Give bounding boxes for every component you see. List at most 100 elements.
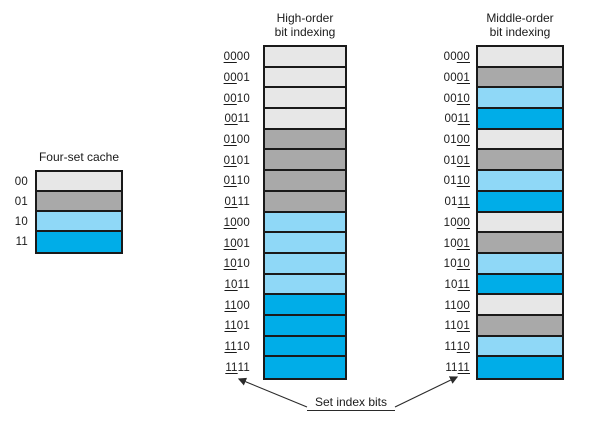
four-set-cache-box xyxy=(35,170,123,254)
address-bits-label: 11 00 xyxy=(444,299,470,312)
address-bits-label: 01 11 xyxy=(224,196,250,209)
middle-order-title: Middle-order bit indexing xyxy=(474,11,566,39)
address-bits-label: 00 10 xyxy=(223,92,250,105)
cache-line-cell xyxy=(478,109,562,130)
address-bits-label: 00 10 xyxy=(443,92,470,105)
set-index-bits-underlined: 10 xyxy=(223,237,237,250)
address-bits-label: 00 11 xyxy=(224,113,250,126)
cache-line-cell xyxy=(265,295,345,316)
address-bits-label: 00 01 xyxy=(443,72,470,85)
set-index-bits-underlined: 01 xyxy=(456,320,470,333)
cache-line-cell xyxy=(265,171,345,192)
address-bits-label: 00 00 xyxy=(443,51,470,64)
cache-line-cell xyxy=(265,336,345,358)
address-bits-label: 11 10 xyxy=(224,340,250,353)
cache-line-cell xyxy=(265,357,345,378)
cache-line-cell xyxy=(478,274,562,296)
cache-line-cell xyxy=(37,212,121,232)
set-index-bits-underlined: 00 xyxy=(224,113,238,126)
cache-line-cell xyxy=(478,150,562,172)
set-index-bits-underlined: 00 xyxy=(456,134,470,147)
address-bits-label: 11 11 xyxy=(225,361,250,374)
address-bits-label: 11 01 xyxy=(444,320,470,333)
set-index-bits-underlined: 01 xyxy=(223,134,237,147)
set-index-bits-underlined: 10 xyxy=(456,340,470,353)
cache-line-cell xyxy=(478,88,562,110)
address-bits-label: 10 xyxy=(14,216,28,228)
set-index-bits-underlined: 00 xyxy=(223,92,237,105)
set-index-bits-underlined: 01 xyxy=(456,72,470,85)
four-set-cache-title: Four-set cache xyxy=(38,150,120,164)
address-bits-label: 11 11 xyxy=(445,361,470,374)
high-order-labels: 00 00 00 01 00 10 00 11 01 00 01 01 01 10 01 11 10 00 10 01… xyxy=(206,47,250,378)
address-bits-label: 11 10 xyxy=(444,340,470,353)
set-index-bits-underlined: 10 xyxy=(223,258,237,271)
address-bits-label: 10 00 xyxy=(443,216,470,229)
set-index-bits-underlined: 11 xyxy=(457,278,470,291)
address-bits-label: 00 00 xyxy=(223,51,250,64)
high-order-title: High-order bit indexing xyxy=(261,11,349,39)
address-bits-label: 10 01 xyxy=(223,237,250,250)
cache-line-cell xyxy=(478,171,562,192)
address-bits-label: 01 11 xyxy=(444,196,470,209)
set-index-bits-label: Set index bits xyxy=(307,395,395,411)
cache-line-cell xyxy=(265,109,345,130)
cache-line-cell xyxy=(478,315,562,337)
cache-line-cell xyxy=(478,67,562,89)
address-bits-label: 01 01 xyxy=(443,154,470,167)
cache-line-cell xyxy=(265,274,345,296)
address-bits-label: 01 xyxy=(14,196,28,208)
address-bits-label: 00 xyxy=(14,176,28,188)
set-index-bits-underlined: 10 xyxy=(223,216,237,229)
middle-order-box xyxy=(476,45,564,380)
address-bits-label: 10 11 xyxy=(224,278,250,291)
set-index-bits-underlined: 00 xyxy=(456,299,470,312)
set-index-bits-underlined: 01 xyxy=(223,175,237,188)
address-bits-label: 10 01 xyxy=(443,237,470,250)
cache-line-cell xyxy=(265,191,345,213)
high-order-title-line1: High-order xyxy=(276,11,334,25)
address-bits-label: 01 00 xyxy=(443,134,470,147)
set-index-bits-underlined: 11 xyxy=(225,361,238,374)
middle-order-labels: 00 00 00 01 00 10 00 11 01 00 01 01 01 10 01 11 10 00 10 01… xyxy=(426,47,470,378)
set-index-bits-underlined: 00 xyxy=(456,216,470,229)
address-bits-label: 10 10 xyxy=(443,258,470,271)
cache-line-cell xyxy=(265,129,345,151)
cache-line-cell xyxy=(478,253,562,275)
set-index-bits-underlined: 10 xyxy=(224,278,238,291)
middle-order-title-line1: Middle-order xyxy=(486,11,554,25)
set-index-bits-underlined: 00 xyxy=(456,51,470,64)
set-index-bits-underlined: 11 xyxy=(224,299,237,312)
address-bits-label: 11 01 xyxy=(224,320,250,333)
address-bits-label: 10 00 xyxy=(223,216,250,229)
set-index-bits-underlined: 01 xyxy=(456,154,470,167)
four-set-cache-labels: 00 01 10 11 xyxy=(4,172,28,252)
address-bits-label: 10 10 xyxy=(223,258,250,271)
set-index-bits-underlined: 01 xyxy=(224,196,238,209)
address-bits-label: 01 00 xyxy=(223,134,250,147)
cache-line-cell xyxy=(37,232,121,252)
address-bits-label: 01 10 xyxy=(443,175,470,188)
cache-line-cell xyxy=(478,357,562,378)
address-bits-label: 00 11 xyxy=(444,113,470,126)
set-index-bits-underlined: 10 xyxy=(456,258,470,271)
set-index-bits-underlined: 01 xyxy=(223,154,237,167)
cache-line-cell xyxy=(265,315,345,337)
address-bits-label: 00 01 xyxy=(223,72,250,85)
address-bits-label: 11 00 xyxy=(224,299,250,312)
set-index-bits-underlined: 10 xyxy=(456,175,470,188)
cache-line-cell xyxy=(37,172,121,192)
set-index-bits-underlined: 01 xyxy=(456,237,470,250)
cache-line-cell xyxy=(478,47,562,68)
cache-line-cell xyxy=(478,336,562,358)
high-order-title-line2: bit indexing xyxy=(274,25,336,39)
set-index-bits-underlined: 00 xyxy=(223,51,237,64)
cache-line-cell xyxy=(478,212,562,234)
address-bits-label: 01 01 xyxy=(223,154,250,167)
cache-line-cell xyxy=(478,233,562,254)
set-index-bits-underlined: 11 xyxy=(457,113,470,126)
set-index-bits-underlined: 10 xyxy=(456,92,470,105)
set-index-bits-underlined: 11 xyxy=(457,361,470,374)
set-index-bits-underlined: 11 xyxy=(224,340,237,353)
